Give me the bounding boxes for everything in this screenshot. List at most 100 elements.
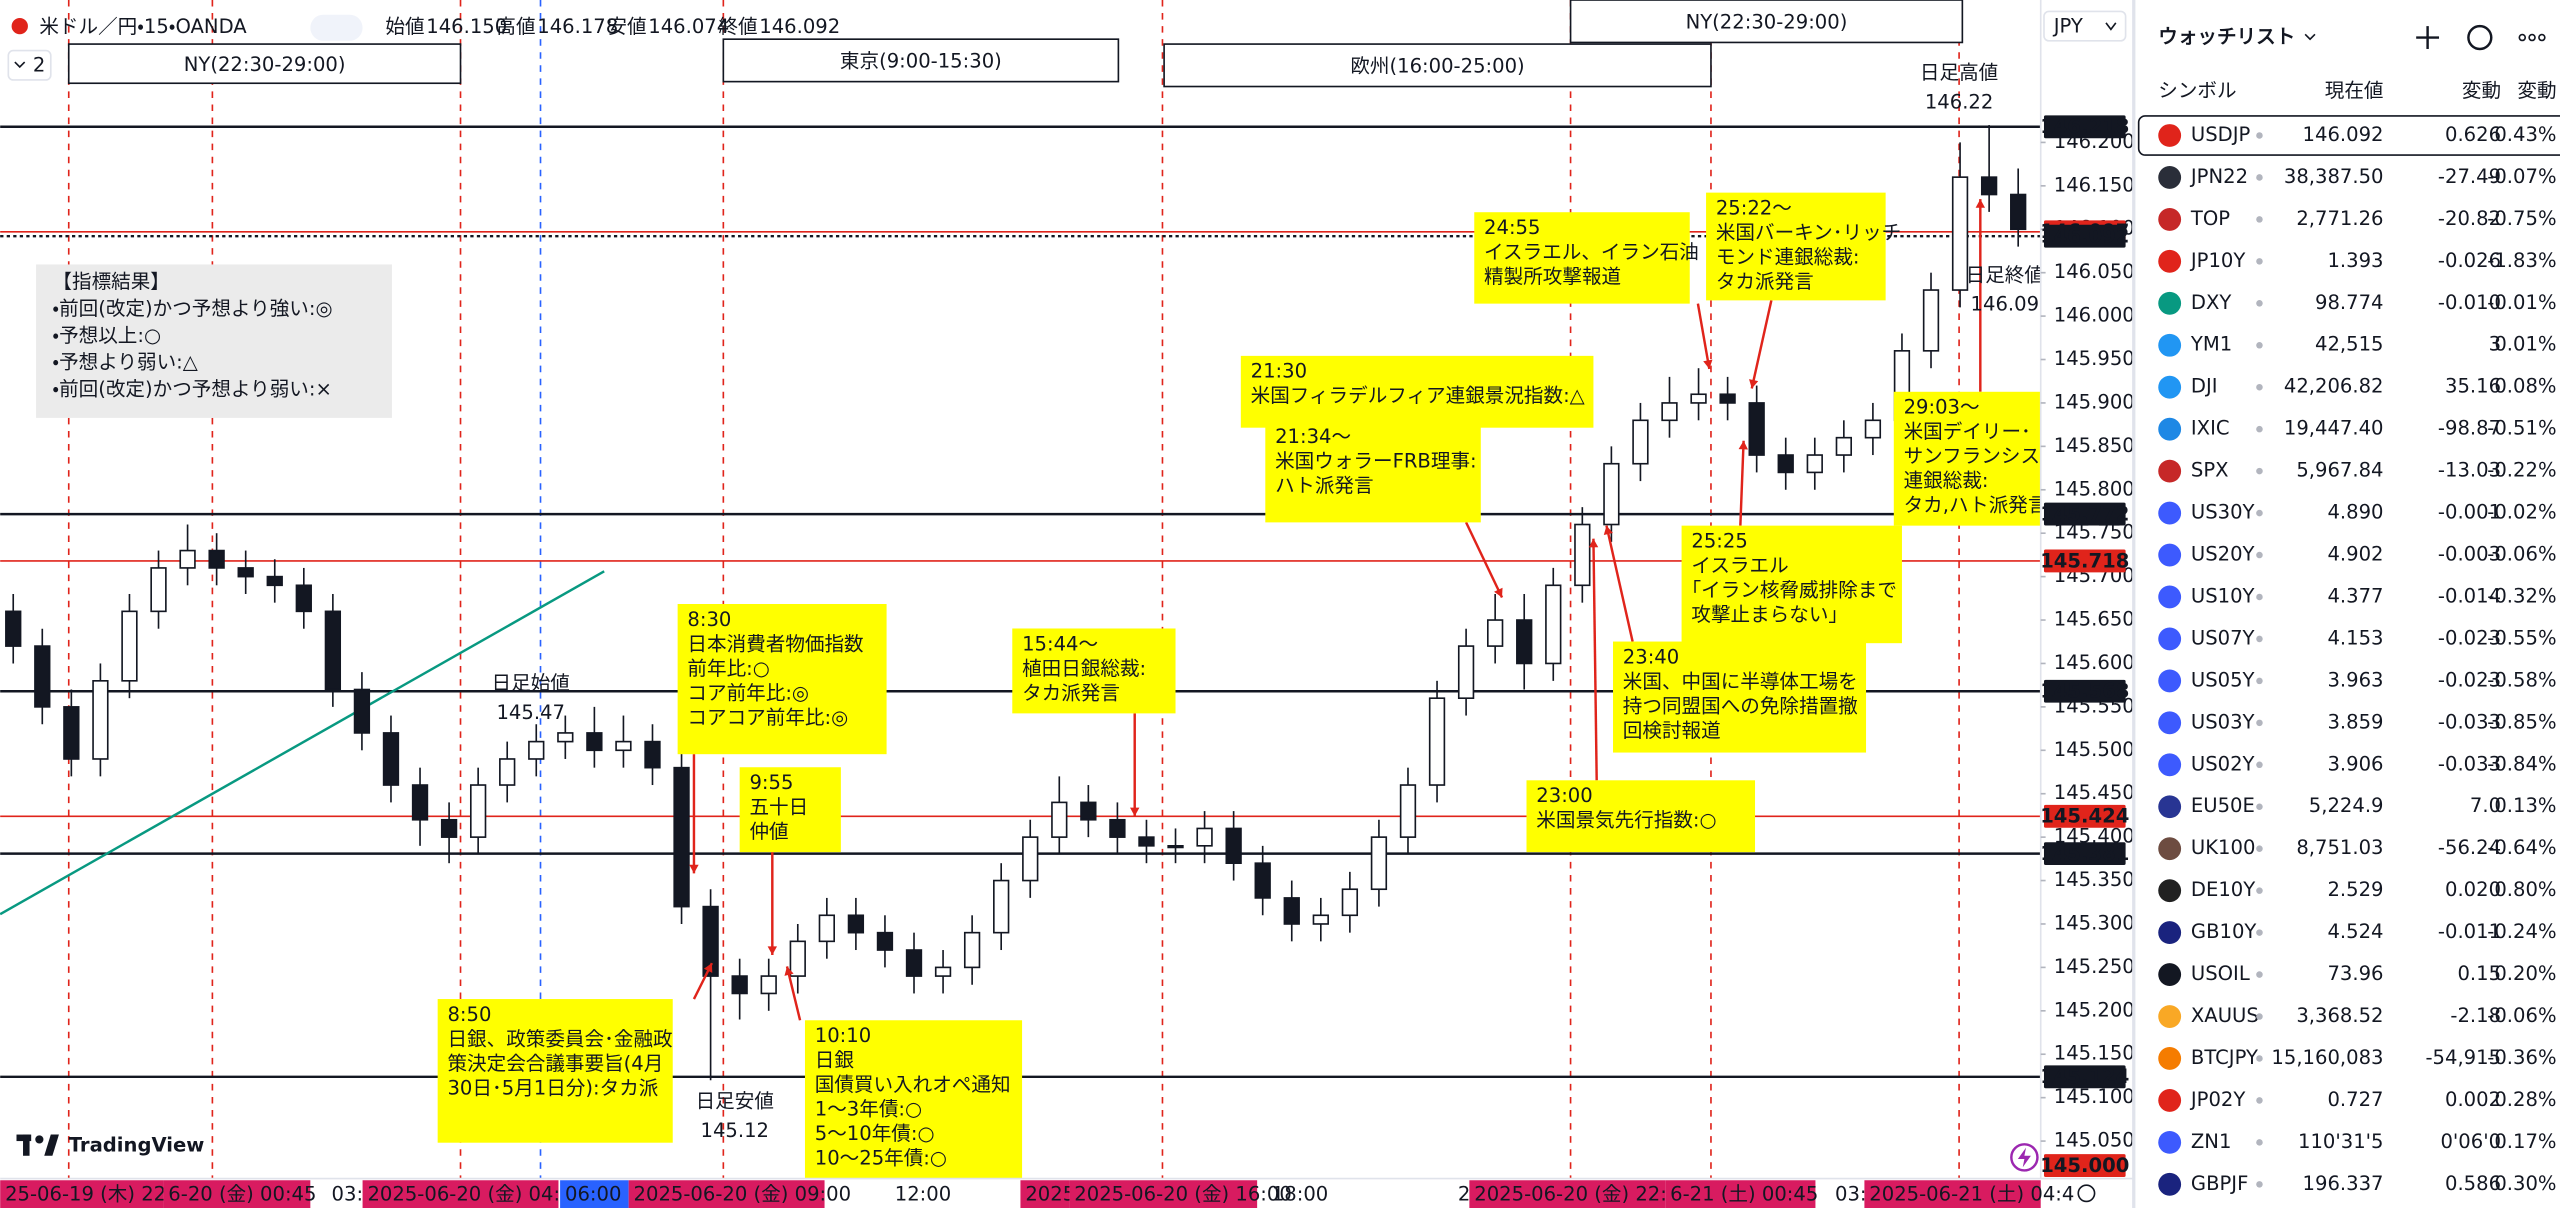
annotation-arrow [1605,525,1634,642]
row-symbol[interactable]: SPX [2191,459,2229,482]
row-symbol[interactable]: DE10Y [2191,878,2255,901]
row-symbol[interactable]: YM1 [2190,333,2232,356]
row-price: 0.727 [2327,1088,2383,1111]
row-change: -20.82 [2438,207,2501,230]
layout-button[interactable] [7,49,52,81]
candle-body [993,879,1010,934]
row-change-pct: -0.55% [2487,626,2556,649]
arrow-head [689,864,699,874]
row-symbol[interactable]: BTCJPY [2191,1046,2258,1069]
row-symbol[interactable]: US02Y [2191,752,2255,775]
row-symbol[interactable]: GB10Y [2191,920,2257,943]
ohlc-value: 146.178 [537,15,618,38]
y-tick-label: 145.600 [2054,651,2135,674]
symbol-icon [2158,543,2182,567]
row-symbol[interactable]: ZN1 [2191,1130,2232,1153]
candle-body [963,931,981,969]
price-badge-label: 145.772 [2040,502,2129,525]
column-header[interactable]: シンボル [2158,79,2236,102]
column-header[interactable]: 変動 [2462,79,2501,102]
row-symbol[interactable]: USDJP [2191,123,2251,146]
y-tick-label: 145.750 [2054,521,2135,544]
watchlist-title[interactable]: ウォッチリスト [2158,25,2295,48]
candle-body [760,975,777,995]
annotation-box [437,999,673,1143]
y-tick-label: 146.050 [2054,260,2135,283]
row-symbol[interactable]: USOIL [2191,962,2250,985]
ohlc-label: 高値 [496,15,535,38]
row-change-pct: -0.64% [2487,836,2556,859]
ohlc-label: 安値 [607,15,646,38]
ohlc-value: 146.092 [759,15,840,38]
row-change-pct: 0.28% [2494,1088,2556,1111]
row-change-pct: -0.36% [2487,1046,2556,1069]
annotation-line: 5～10年債:○ [815,1122,935,1145]
row-symbol[interactable]: US10Y [2191,584,2255,607]
candle-body [1835,436,1853,456]
status-dot [2256,1139,2263,1146]
column-header[interactable]: 変動 [2517,79,2556,102]
annotation-line: サンフランシスコ [1904,445,2060,468]
annotation-line: 前年比:○ [687,657,769,680]
symbol-icon [2158,249,2182,273]
candle-body [1080,801,1097,821]
candle-body [818,914,835,943]
row-symbol[interactable]: JP02Y [2189,1088,2245,1111]
y-tick-label: 145.350 [2054,868,2135,891]
annotation-arrow [1592,538,1598,781]
alert-clock-icon[interactable] [2467,24,2493,51]
row-change-pct: -0.51% [2487,417,2556,440]
row-symbol[interactable]: JPN22 [2189,165,2248,188]
arrow-head [1749,379,1759,389]
row-symbol[interactable]: XAUUS [2191,1004,2259,1027]
column-header[interactable]: 現在値 [2325,79,2384,102]
row-price: 4.524 [2327,920,2383,943]
row-change-pct: 0.20% [2494,962,2556,985]
status-dot [2256,1181,2263,1188]
row-symbol[interactable]: UK100 [2191,836,2256,859]
x-tick-label: 18:00 [1272,1182,1328,1205]
price-badge-label: 145.718 [2040,549,2129,572]
row-symbol[interactable]: JP10Y [2189,249,2245,272]
annotation-box [677,604,887,755]
status-dot [2256,887,2263,894]
row-change: -0.026 [2438,249,2501,272]
symbol-icon [2158,1088,2182,1112]
brand-name: TradingView [69,1133,205,1156]
currency-select[interactable] [2043,10,2127,42]
row-symbol[interactable]: DJI [2191,375,2218,398]
symbol-icon [2158,207,2182,231]
row-symbol[interactable]: EU50E [2191,794,2255,817]
candle-body [295,584,312,613]
candle-body [121,610,138,682]
row-change-pct: -0.75% [2487,207,2556,230]
annotation-line: 米国フィラデルフィア連銀景況指数:△ [1251,384,1585,407]
session-box [722,38,1120,83]
time-label-highlight [362,1180,559,1208]
annotation-line: 国債買い入れオペ通知 [815,1073,1011,1096]
x-tick-label: 06:00 [565,1182,621,1205]
daily-mark-label: 日足高値 [1920,61,1998,84]
row-symbol[interactable]: GBPJF [2191,1172,2248,1195]
annotation-line: 10～25年債:○ [815,1147,947,1170]
arrow-head [1494,587,1503,598]
time-label-highlight [163,1180,311,1208]
settings-icon[interactable] [2077,1184,2096,1203]
row-symbol[interactable]: IXIC [2191,417,2230,440]
candle-body [1632,419,1649,465]
row-symbol[interactable]: TOP [2190,207,2230,230]
status-dot [2256,132,2263,139]
candle-body [1777,454,1794,474]
x-tick-label: 2025-06-20 (金) 22:30 [1474,1182,1692,1205]
row-symbol[interactable]: US07Y [2191,626,2255,649]
row-change: -54,915 [2425,1046,2501,1069]
price-badge [2043,679,2126,703]
annotation-line: コアコア前年比:◎ [687,706,848,729]
currency-label: JPY [2052,14,2083,37]
selected-row[interactable] [2137,115,2560,156]
row-symbol[interactable]: US03Y [2191,710,2255,733]
row-symbol[interactable]: DXY [2191,291,2231,314]
row-symbol[interactable]: US20Y [2191,543,2255,566]
row-symbol[interactable]: US30Y [2191,501,2255,524]
row-symbol[interactable]: US05Y [2191,668,2255,691]
